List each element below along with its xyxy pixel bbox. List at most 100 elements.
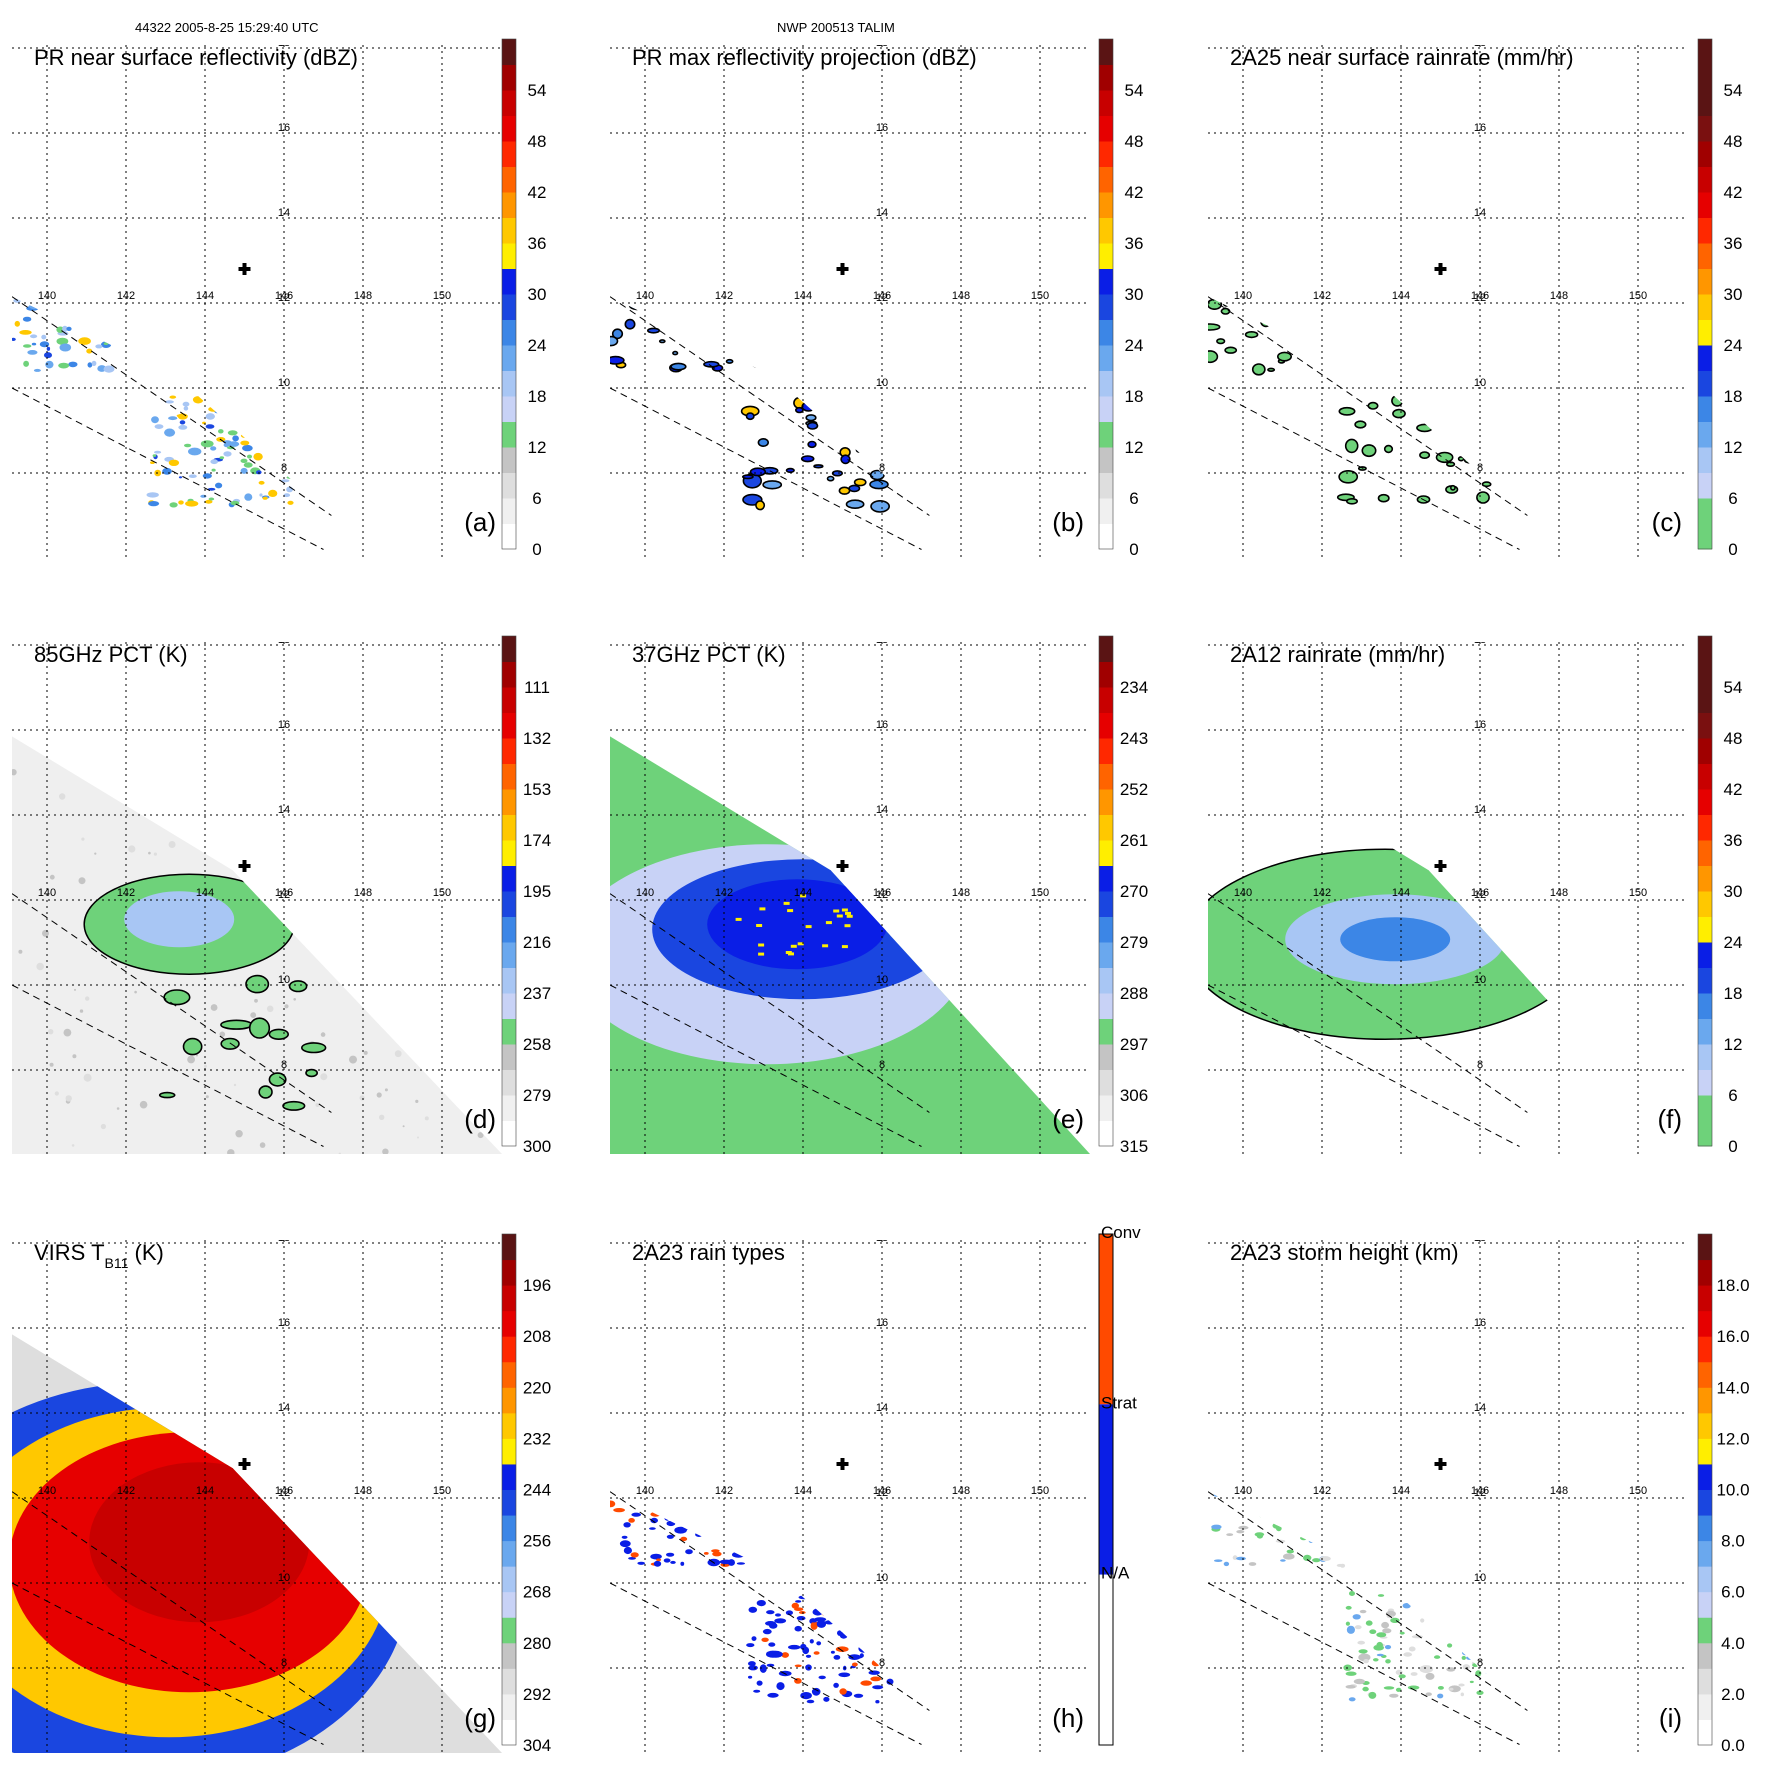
lon-tick-label: 142 <box>715 290 733 302</box>
colorbar-segment <box>1698 141 1712 167</box>
echo-cell <box>258 480 265 485</box>
echo-cell <box>812 1608 824 1616</box>
echo-cell <box>281 479 290 483</box>
echo-cell <box>169 502 178 508</box>
colorbar-segment <box>502 90 516 116</box>
echo-cell <box>1212 1491 1220 1495</box>
warm-emission-pixel <box>758 943 765 947</box>
colorbar-segment <box>502 1095 516 1121</box>
panel-label: (g) <box>464 1703 496 1733</box>
echo-cell <box>699 327 709 339</box>
colorbar-segment <box>1099 370 1113 397</box>
colorbar-segment <box>1698 993 1712 1019</box>
echo-cell <box>184 443 192 448</box>
echo-cell <box>1258 296 1277 298</box>
echo-cell <box>182 401 190 407</box>
colorbar-tick-label: 2.0 <box>1721 1685 1745 1704</box>
cold-speck <box>54 1091 59 1096</box>
echo-cell <box>873 1602 881 1608</box>
storm-center-marker <box>238 1458 251 1470</box>
echo-cell <box>269 426 281 430</box>
echo-cell <box>1353 308 1367 316</box>
echo-cell <box>1433 1609 1440 1613</box>
echo-cell <box>858 1644 869 1653</box>
echo-cell <box>242 444 253 452</box>
echo-cell <box>848 484 861 493</box>
colorbar-segment <box>1698 523 1712 550</box>
echo-cell <box>1280 1559 1286 1562</box>
echo-cell <box>1369 1629 1377 1634</box>
lon-tick-label: 148 <box>952 1485 970 1497</box>
lat-tick-label: 8 <box>281 1657 287 1669</box>
lon-tick-label: 148 <box>354 1485 372 1497</box>
echo-cell <box>658 339 666 344</box>
colorbar-segment <box>502 1044 516 1070</box>
echo-cell <box>154 424 164 429</box>
echo-cell <box>258 1085 273 1099</box>
colorbar-tick-label: 30 <box>1724 882 1743 901</box>
lat-tick-label: 12 <box>278 889 290 901</box>
colorbar-segment <box>1698 1668 1712 1695</box>
echo-cell <box>45 360 54 369</box>
echo-cell <box>1211 1524 1222 1530</box>
lat-tick-label: 14 <box>876 1402 888 1414</box>
plot-area-b: 140 142 144 146 148 150 18 16 14 12 10 8 <box>610 45 1090 557</box>
lon-tick-label: 146 <box>275 290 293 302</box>
echo-cell <box>1425 1595 1433 1601</box>
colorbar-tick-label: 279 <box>1120 933 1148 952</box>
pr-swath-edge-upper <box>610 296 930 516</box>
echo-cell <box>740 1522 748 1527</box>
echo-cell <box>56 337 69 345</box>
cold-speck <box>71 1144 75 1147</box>
storm-center-marker <box>238 263 251 275</box>
echo-cell <box>59 343 72 352</box>
cold-speck <box>39 746 43 751</box>
pr-swath-edge-lower <box>1208 387 1520 550</box>
echo-cell <box>1444 1596 1454 1601</box>
field-f <box>1208 848 1586 1040</box>
colorbar-segment <box>1698 712 1712 739</box>
cold-speck <box>83 1073 92 1082</box>
echo-cell <box>680 1561 685 1566</box>
colorbar-segment <box>1099 738 1113 764</box>
echo-cell <box>685 1549 693 1555</box>
cold-speck <box>414 953 418 957</box>
echo-cell <box>112 314 119 318</box>
echo-cell <box>874 1624 882 1629</box>
echo-cell <box>1472 413 1491 424</box>
colorbar-segment <box>1698 1018 1712 1045</box>
colorbar-segment <box>1698 636 1712 662</box>
echo-cell <box>234 415 239 419</box>
field-a <box>12 296 296 508</box>
echo-cell <box>1435 451 1454 464</box>
echo-cell <box>270 424 282 432</box>
colorbar-segment <box>502 1310 516 1337</box>
colorbar-segment <box>1698 1234 1712 1261</box>
colorbar-segment <box>1099 661 1113 688</box>
lat-tick-label: 12 <box>278 292 290 304</box>
echo-cell <box>115 342 123 346</box>
echo-cell <box>748 1606 758 1613</box>
echo-cell <box>863 1624 870 1629</box>
cold-speck <box>462 983 468 989</box>
echo-cell <box>1409 393 1426 403</box>
echo-cell <box>305 1068 318 1078</box>
colorbar-segment <box>1099 115 1113 142</box>
field-e <box>610 844 968 1065</box>
cold-speck <box>235 1130 243 1138</box>
echo-cell <box>752 1552 761 1557</box>
colorbar-tick-label: 42 <box>1125 183 1144 202</box>
echo-cell <box>650 1511 661 1517</box>
echo-cell <box>1445 461 1456 468</box>
echo-cell <box>1362 1549 1369 1556</box>
echo-cell <box>611 328 624 340</box>
echo-cell <box>88 306 95 312</box>
rain-area-heavy <box>1340 917 1451 962</box>
colorbar-segment <box>1698 1285 1712 1312</box>
lon-tick-label: 144 <box>196 1485 214 1497</box>
echo-cell <box>223 404 229 408</box>
echo-cell <box>152 344 164 350</box>
echo-cell <box>776 1682 785 1691</box>
colorbar-segment <box>1698 738 1712 764</box>
colorbar-segment <box>502 192 516 218</box>
